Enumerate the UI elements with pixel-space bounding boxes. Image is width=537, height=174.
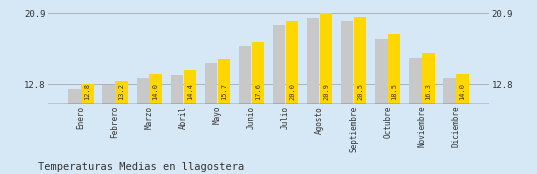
Bar bbox=[252, 42, 264, 174]
Bar bbox=[409, 58, 422, 174]
Bar bbox=[307, 18, 320, 174]
Bar bbox=[273, 25, 285, 174]
Text: 20.9: 20.9 bbox=[323, 83, 329, 100]
Bar bbox=[81, 84, 93, 174]
Bar bbox=[149, 74, 162, 174]
Text: 17.6: 17.6 bbox=[255, 83, 261, 100]
Bar bbox=[286, 21, 298, 174]
Text: 14.0: 14.0 bbox=[460, 83, 466, 100]
Bar bbox=[422, 53, 434, 174]
Text: 15.7: 15.7 bbox=[221, 83, 227, 100]
Bar bbox=[354, 17, 366, 174]
Text: 20.0: 20.0 bbox=[289, 83, 295, 100]
Text: 18.5: 18.5 bbox=[391, 83, 397, 100]
Text: 16.3: 16.3 bbox=[425, 83, 431, 100]
Bar bbox=[184, 70, 196, 174]
Bar bbox=[217, 59, 230, 174]
Bar bbox=[444, 78, 456, 174]
Bar bbox=[375, 39, 388, 174]
Bar bbox=[239, 46, 251, 174]
Bar bbox=[388, 34, 401, 174]
Bar bbox=[68, 89, 81, 174]
Text: 14.4: 14.4 bbox=[187, 83, 193, 100]
Bar bbox=[341, 21, 353, 174]
Bar bbox=[456, 74, 469, 174]
Text: 20.5: 20.5 bbox=[357, 83, 363, 100]
Bar bbox=[171, 74, 183, 174]
Bar bbox=[103, 85, 115, 174]
Bar bbox=[115, 81, 128, 174]
Text: 13.2: 13.2 bbox=[119, 83, 125, 100]
Text: 12.8: 12.8 bbox=[84, 83, 90, 100]
Bar bbox=[205, 63, 217, 174]
Text: Temperaturas Medias en llagostera: Temperaturas Medias en llagostera bbox=[38, 162, 244, 172]
Bar bbox=[136, 78, 149, 174]
Text: 14.0: 14.0 bbox=[153, 83, 158, 100]
Bar bbox=[320, 13, 332, 174]
